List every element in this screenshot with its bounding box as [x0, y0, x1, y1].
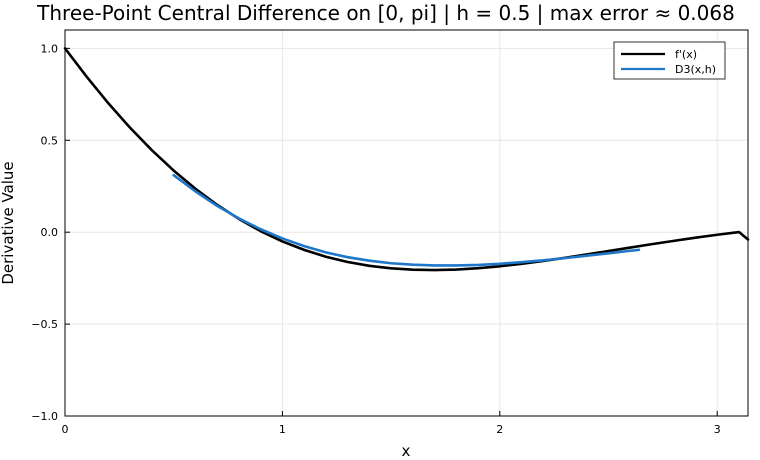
legend-label-fprime: f'(x) — [675, 48, 697, 61]
y-axis-label: Derivative Value — [0, 161, 17, 284]
x-tick-label: 3 — [714, 423, 721, 436]
ticks: 0 1 2 3 −1.0 −0.5 0.0 0.5 1.0 — [31, 42, 720, 436]
y-tick-label: −1.0 — [31, 410, 58, 423]
y-tick-label: −0.5 — [31, 318, 58, 331]
x-tick-label: 0 — [62, 423, 69, 436]
y-tick-label: 0.0 — [41, 226, 59, 239]
plot-frame — [64, 29, 749, 417]
y-tick-label: 0.5 — [41, 134, 59, 147]
y-tick-label: 1.0 — [41, 42, 59, 55]
chart-title: Three-Point Central Difference on [0, pi… — [36, 1, 735, 25]
series-line-fprime — [63, 47, 750, 272]
grid — [64, 30, 748, 417]
series-layer — [63, 47, 750, 272]
x-tick-label: 1 — [279, 423, 286, 436]
legend: f'(x) D3(x,h) — [613, 41, 726, 80]
x-axis-label: x — [402, 442, 411, 460]
x-tick-label: 2 — [496, 423, 503, 436]
legend-box — [613, 41, 726, 80]
legend-label-d3: D3(x,h) — [675, 63, 716, 76]
series-line-d3 — [172, 173, 641, 267]
